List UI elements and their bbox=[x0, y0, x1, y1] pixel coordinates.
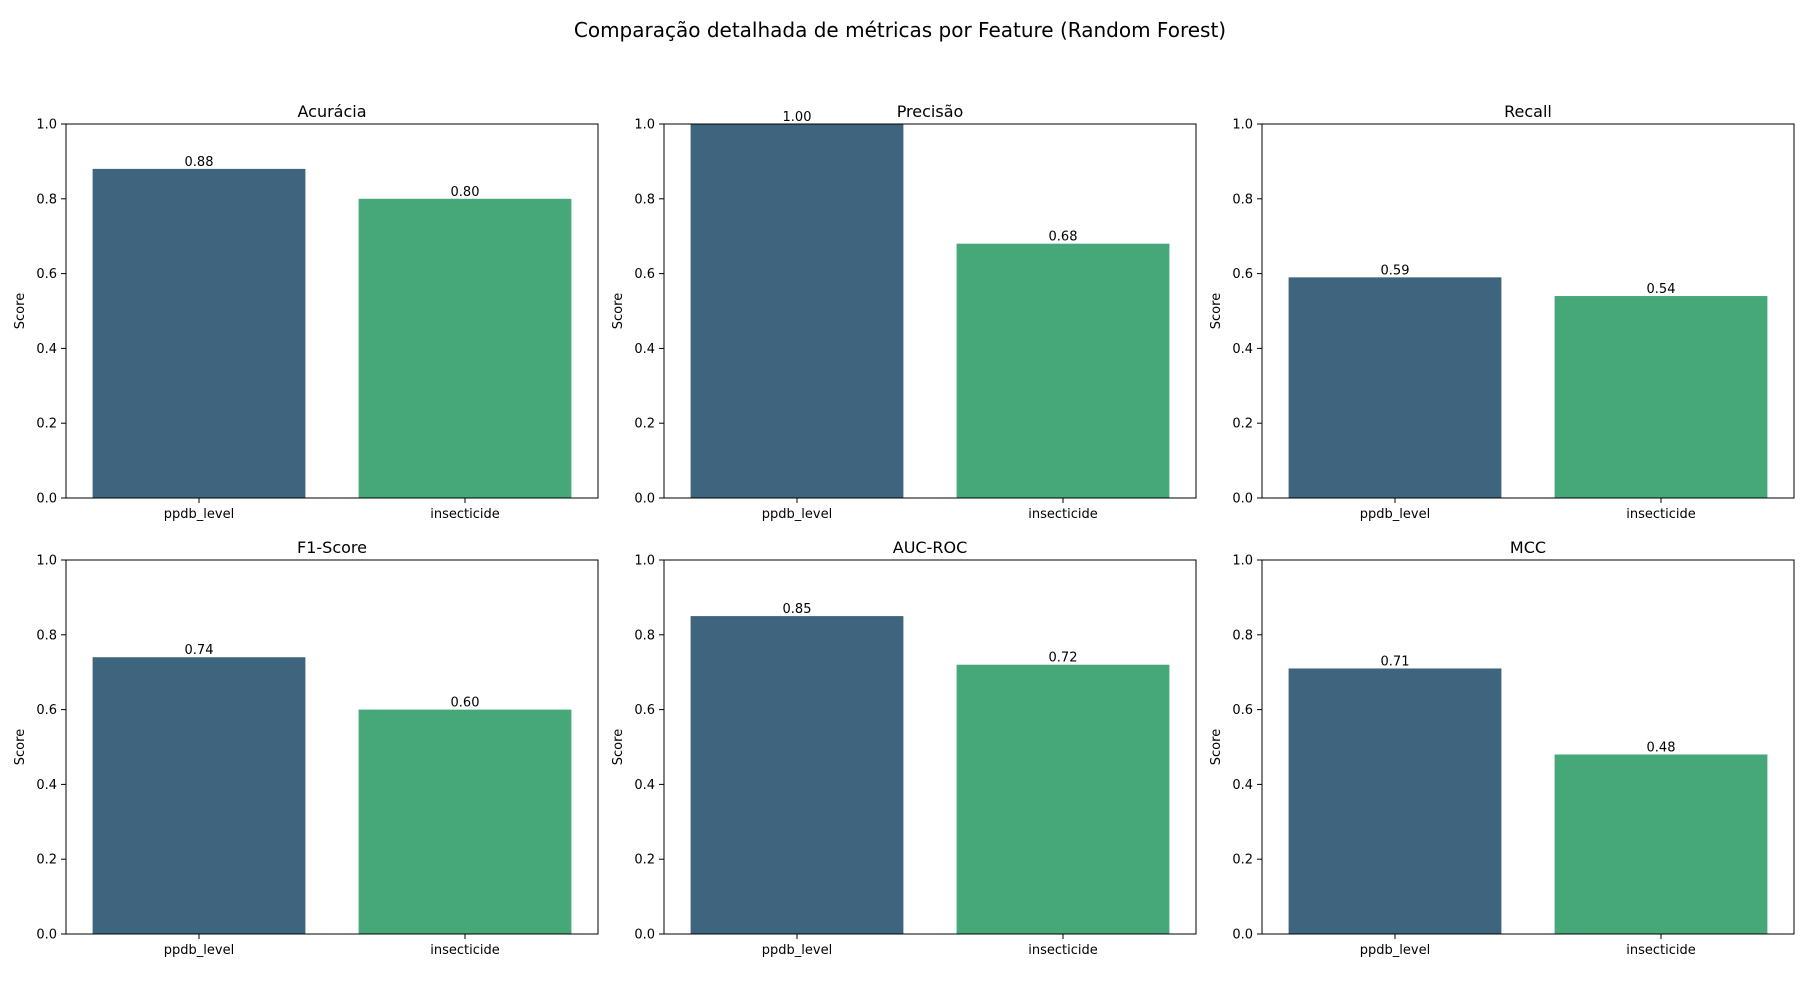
subplot-1: 0.0 0.2 0.4 0.6 0.8 1.0 ppdb_level insecticide 0… bbox=[13, 102, 599, 522]
bar-ppdb_level bbox=[690, 124, 904, 498]
bar-value-label: 0.54 bbox=[1647, 282, 1676, 297]
y-tick-label: 0.2 bbox=[1232, 853, 1253, 868]
bar-insecticide bbox=[1554, 296, 1768, 498]
y-tick-label: 0.8 bbox=[36, 192, 57, 207]
bar-value-label: 0.88 bbox=[185, 155, 214, 170]
bar-value-label: 1.00 bbox=[783, 110, 812, 125]
axes-frame bbox=[65, 123, 599, 499]
y-tick-label: 0.0 bbox=[36, 928, 57, 943]
subplot-title: F1-Score bbox=[297, 538, 367, 557]
x-tick-label: ppdb_level bbox=[1360, 507, 1430, 522]
x-tick-label: ppdb_level bbox=[762, 943, 832, 958]
bar-value-label: 0.68 bbox=[1049, 230, 1078, 245]
y-tick-label: 0.4 bbox=[634, 778, 655, 793]
y-tick-label: 0.6 bbox=[634, 267, 655, 282]
y-tick-label: 0.6 bbox=[634, 703, 655, 718]
x-tick-label: ppdb_level bbox=[164, 943, 234, 958]
subplot-title: Precisão bbox=[897, 102, 964, 121]
y-tick-label: 0.2 bbox=[1232, 417, 1253, 432]
y-tick-label: 0.6 bbox=[36, 267, 57, 282]
y-tick-label: 0.8 bbox=[36, 628, 57, 643]
y-tick-label: 0.2 bbox=[36, 417, 57, 432]
y-tick-label: 0.0 bbox=[36, 492, 57, 507]
x-tick-label: ppdb_level bbox=[762, 507, 832, 522]
y-tick-label: 0.2 bbox=[36, 853, 57, 868]
y-tick-label: 0.8 bbox=[634, 192, 655, 207]
y-tick-label: 0.6 bbox=[1232, 267, 1253, 282]
y-tick-label: 0.4 bbox=[1232, 342, 1253, 357]
subplot-title: Acurácia bbox=[297, 102, 366, 121]
bar-value-label: 0.72 bbox=[1049, 651, 1078, 666]
y-tick-label: 0.0 bbox=[1232, 928, 1253, 943]
y-axis-label: Score bbox=[1209, 729, 1224, 765]
x-tick-label: insecticide bbox=[430, 507, 500, 522]
figure-title: Comparação detalhada de métricas por Fea… bbox=[574, 18, 1226, 42]
bar-ppdb_level bbox=[1288, 668, 1502, 934]
y-tick-label: 0.6 bbox=[1232, 703, 1253, 718]
subplot-2: 0.0 0.2 0.4 0.6 0.8 1.0 ppdb_level insecticide 1… bbox=[611, 102, 1197, 522]
subplot-title: Recall bbox=[1504, 102, 1552, 121]
bar-value-label: 0.80 bbox=[451, 185, 480, 200]
y-tick-label: 0.8 bbox=[634, 628, 655, 643]
y-tick-label: 0.0 bbox=[634, 928, 655, 943]
x-tick-label: insecticide bbox=[1028, 507, 1098, 522]
y-tick-label: 0.4 bbox=[36, 778, 57, 793]
axes-frame bbox=[1261, 123, 1795, 499]
y-tick-label: 0.0 bbox=[634, 492, 655, 507]
x-tick-label: insecticide bbox=[1028, 943, 1098, 958]
y-axis-label: Score bbox=[13, 729, 28, 765]
y-axis-label: Score bbox=[611, 293, 626, 329]
subplot-title: MCC bbox=[1510, 538, 1546, 557]
bar-insecticide bbox=[956, 243, 1170, 498]
subplot-3: 0.0 0.2 0.4 0.6 0.8 1.0 ppdb_level insecticide 0… bbox=[1209, 102, 1795, 522]
y-tick-label: 1.0 bbox=[1232, 554, 1253, 569]
bar-value-label: 0.85 bbox=[783, 602, 812, 617]
y-tick-label: 0.2 bbox=[634, 417, 655, 432]
subplot-5: 0.0 0.2 0.4 0.6 0.8 1.0 ppdb_level insecticide 0… bbox=[611, 538, 1197, 958]
y-tick-label: 0.4 bbox=[634, 342, 655, 357]
axes-frame bbox=[1261, 559, 1795, 935]
bar-insecticide bbox=[358, 198, 572, 499]
bar-insecticide bbox=[956, 664, 1170, 934]
bar-insecticide bbox=[1554, 754, 1768, 934]
y-tick-label: 1.0 bbox=[36, 118, 57, 133]
x-tick-label: insecticide bbox=[430, 943, 500, 958]
y-tick-label: 1.0 bbox=[1232, 118, 1253, 133]
subplot-6: 0.0 0.2 0.4 0.6 0.8 1.0 ppdb_level insecticide 0… bbox=[1209, 538, 1795, 958]
bar-ppdb_level bbox=[92, 168, 306, 498]
bar-ppdb_level bbox=[690, 616, 904, 934]
y-tick-label: 0.8 bbox=[1232, 192, 1253, 207]
y-tick-label: 0.4 bbox=[1232, 778, 1253, 793]
y-tick-label: 0.0 bbox=[1232, 492, 1253, 507]
bar-ppdb_level bbox=[1288, 277, 1502, 498]
y-tick-label: 0.2 bbox=[634, 853, 655, 868]
x-tick-label: ppdb_level bbox=[1360, 943, 1430, 958]
axes-frame bbox=[663, 123, 1197, 499]
y-tick-label: 0.4 bbox=[36, 342, 57, 357]
y-tick-label: 0.8 bbox=[1232, 628, 1253, 643]
bar-value-label: 0.48 bbox=[1647, 740, 1676, 755]
y-axis-label: Score bbox=[13, 293, 28, 329]
bar-ppdb_level bbox=[92, 657, 306, 934]
bar-value-label: 0.60 bbox=[451, 696, 480, 711]
y-tick-label: 1.0 bbox=[634, 118, 655, 133]
y-tick-label: 1.0 bbox=[36, 554, 57, 569]
bar-insecticide bbox=[358, 709, 572, 934]
subplot-title: AUC-ROC bbox=[893, 538, 967, 557]
bar-value-label: 0.71 bbox=[1381, 654, 1410, 669]
y-tick-label: 0.6 bbox=[36, 703, 57, 718]
bar-value-label: 0.59 bbox=[1381, 263, 1410, 278]
x-tick-label: ppdb_level bbox=[164, 507, 234, 522]
y-axis-label: Score bbox=[611, 729, 626, 765]
x-tick-label: insecticide bbox=[1626, 507, 1696, 522]
bar-value-label: 0.74 bbox=[185, 643, 214, 658]
y-axis-label: Score bbox=[1209, 293, 1224, 329]
x-tick-label: insecticide bbox=[1626, 943, 1696, 958]
subplot-4: 0.0 0.2 0.4 0.6 0.8 1.0 ppdb_level insecticide 0… bbox=[13, 538, 599, 958]
axes-frame bbox=[663, 559, 1197, 935]
axes-frame bbox=[65, 559, 599, 935]
y-tick-label: 1.0 bbox=[634, 554, 655, 569]
